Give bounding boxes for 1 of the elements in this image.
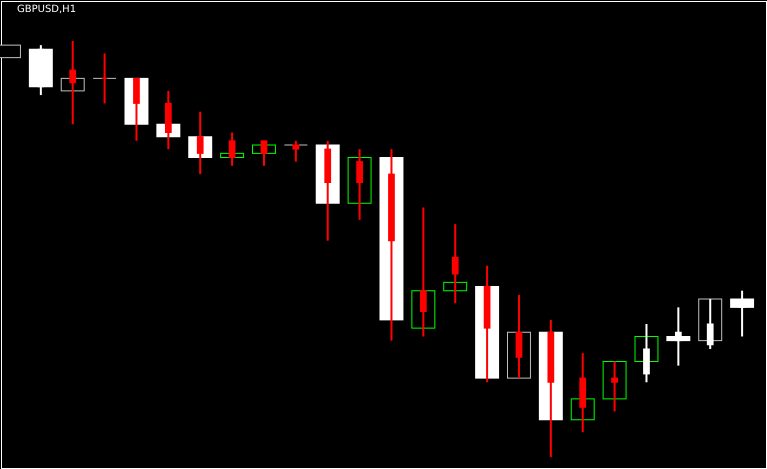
chart-title: GBPUSD,H1: [17, 4, 76, 15]
